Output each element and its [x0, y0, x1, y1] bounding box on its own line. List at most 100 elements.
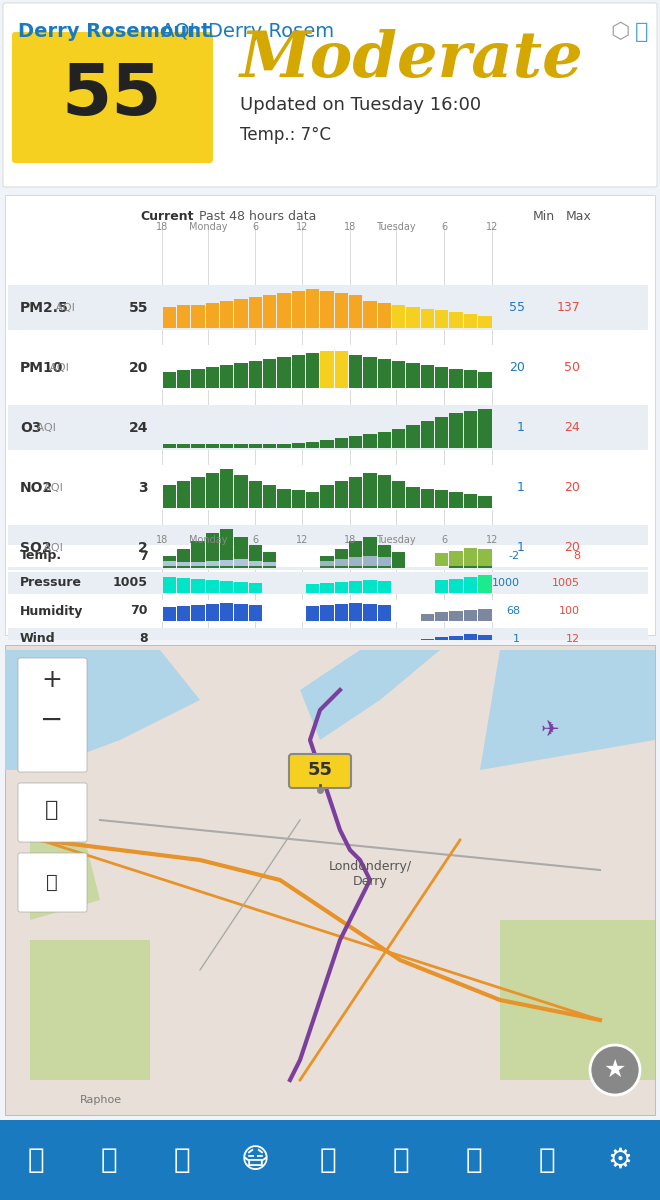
Bar: [320, 605, 334, 622]
Text: 🏠: 🏠: [28, 1146, 44, 1174]
Bar: [220, 559, 233, 566]
Text: 12: 12: [296, 535, 308, 545]
Bar: [234, 559, 248, 566]
Bar: [421, 308, 434, 328]
Bar: [177, 444, 190, 448]
Bar: [220, 581, 233, 593]
Text: 🗺: 🗺: [46, 872, 58, 892]
Text: Derry Rosemount: Derry Rosemount: [18, 22, 211, 41]
Bar: [478, 575, 492, 593]
Text: 2: 2: [138, 540, 148, 554]
Bar: [349, 476, 362, 508]
Bar: [205, 533, 219, 568]
Bar: [162, 306, 176, 328]
Text: AQI: AQI: [40, 542, 63, 552]
Bar: [320, 440, 334, 448]
Bar: [364, 434, 377, 448]
Bar: [220, 647, 233, 649]
Bar: [162, 444, 176, 448]
Text: AQI: AQI: [53, 302, 75, 312]
Bar: [364, 604, 377, 622]
Bar: [364, 536, 377, 568]
FancyBboxPatch shape: [18, 853, 87, 912]
Bar: [263, 359, 277, 388]
Text: 18: 18: [156, 535, 168, 545]
Polygon shape: [5, 650, 200, 770]
Bar: [335, 293, 348, 328]
Text: Temp.: 7°C: Temp.: 7°C: [240, 126, 331, 144]
Bar: [249, 647, 262, 649]
Text: 24: 24: [564, 421, 580, 434]
Bar: [449, 636, 463, 649]
Bar: [191, 444, 205, 448]
Bar: [277, 444, 290, 448]
Text: Monday: Monday: [189, 535, 227, 545]
Bar: [407, 486, 420, 508]
Bar: [249, 481, 262, 508]
Bar: [249, 545, 262, 568]
Bar: [177, 548, 190, 568]
Text: 1: 1: [513, 634, 520, 644]
Text: 18: 18: [344, 222, 356, 232]
Bar: [464, 314, 477, 328]
Text: Max: Max: [566, 210, 592, 223]
Text: AQI: AQI: [40, 482, 63, 492]
Bar: [335, 559, 348, 566]
Text: 👤: 👤: [466, 1146, 482, 1174]
Text: 🌐: 🌐: [174, 1146, 190, 1174]
Bar: [449, 368, 463, 388]
Text: Wind: Wind: [20, 632, 55, 646]
Bar: [205, 604, 219, 622]
Bar: [162, 560, 176, 566]
Bar: [320, 290, 334, 328]
Bar: [263, 485, 277, 508]
Text: 1005: 1005: [113, 576, 148, 589]
Bar: [191, 578, 205, 593]
Polygon shape: [30, 940, 150, 1080]
Bar: [435, 366, 448, 388]
Text: AQI: Derry Rosem: AQI: Derry Rosem: [155, 22, 334, 41]
Bar: [478, 317, 492, 328]
Bar: [335, 604, 348, 622]
Bar: [205, 560, 219, 566]
Bar: [320, 644, 334, 649]
Bar: [364, 556, 377, 566]
Bar: [364, 356, 377, 388]
FancyBboxPatch shape: [8, 464, 648, 510]
Bar: [234, 582, 248, 593]
Text: SO2: SO2: [20, 540, 51, 554]
Bar: [378, 545, 391, 568]
Bar: [349, 541, 362, 568]
Bar: [249, 560, 262, 566]
Text: Min: Min: [533, 210, 555, 223]
Text: 12: 12: [296, 222, 308, 232]
Text: 55: 55: [509, 301, 525, 314]
Text: +: +: [42, 668, 63, 692]
Bar: [435, 581, 448, 593]
Bar: [177, 562, 190, 566]
Text: 1: 1: [517, 481, 525, 494]
Bar: [364, 643, 377, 649]
Bar: [191, 541, 205, 568]
Bar: [234, 647, 248, 649]
Bar: [478, 554, 492, 568]
Bar: [435, 612, 448, 622]
Text: 1: 1: [517, 541, 525, 554]
Text: 24: 24: [129, 420, 148, 434]
Bar: [162, 577, 176, 593]
Text: ⚙: ⚙: [608, 1146, 632, 1174]
Text: ⬡: ⬡: [610, 22, 630, 42]
Text: Humidity: Humidity: [20, 605, 83, 618]
Bar: [449, 413, 463, 448]
Text: 8: 8: [139, 632, 148, 646]
Bar: [263, 563, 277, 566]
Text: O3: O3: [20, 420, 42, 434]
FancyBboxPatch shape: [8, 404, 648, 450]
Text: 20: 20: [129, 360, 148, 374]
Bar: [378, 432, 391, 448]
Bar: [162, 485, 176, 508]
Bar: [205, 444, 219, 448]
FancyBboxPatch shape: [8, 526, 648, 570]
Text: Raphoe: Raphoe: [80, 1094, 122, 1105]
Bar: [392, 305, 405, 328]
